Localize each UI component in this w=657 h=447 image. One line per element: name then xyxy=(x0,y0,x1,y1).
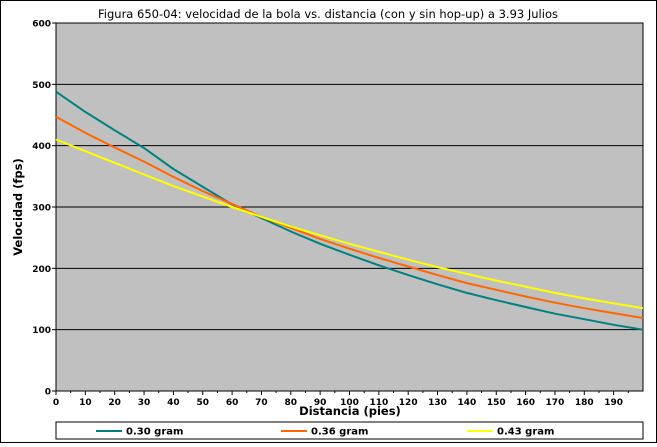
x-tick-label: 80 xyxy=(285,398,298,408)
series-line-0-30-gram xyxy=(55,90,644,331)
series-line-0-36-gram xyxy=(55,115,644,319)
x-tick-label: 100 xyxy=(340,398,359,408)
y-tick-label: 500 xyxy=(32,81,51,91)
x-tick-label: 180 xyxy=(575,398,594,408)
y-tick-label: 600 xyxy=(32,20,51,30)
legend: 0.30 gram 0.36 gram 0.43 gram xyxy=(55,421,644,440)
y-tick-label: 400 xyxy=(32,142,51,152)
x-tick-label: 30 xyxy=(138,398,151,408)
x-tick-label: 10 xyxy=(79,398,92,408)
x-tick-label: 0 xyxy=(53,398,59,408)
x-axis-ticks: 0 10 20 30 40 50 60 70 80 90 100 110 120 130 140 150 160… xyxy=(53,391,629,408)
gridlines xyxy=(56,83,643,331)
x-tick-label: 20 xyxy=(108,398,121,408)
legend-label: 0.43 gram xyxy=(497,427,554,438)
x-tick-label: 120 xyxy=(399,398,418,408)
x-tick-label: 190 xyxy=(604,398,623,408)
y-axis-label: Velocidad (fps) xyxy=(11,158,25,256)
y-axis-ticks: 0 100 200 300 400 500 600 xyxy=(32,20,56,398)
x-tick-label: 170 xyxy=(546,398,565,408)
x-tick-label: 150 xyxy=(487,398,506,408)
x-tick-label: 40 xyxy=(167,398,180,408)
y-tick-label: 200 xyxy=(32,265,51,275)
x-tick-label: 160 xyxy=(516,398,535,408)
y-tick-label: 300 xyxy=(32,204,51,214)
series-lines xyxy=(55,90,644,331)
x-tick-label: 90 xyxy=(314,398,327,408)
legend-box xyxy=(55,421,644,440)
x-tick-label: 60 xyxy=(226,398,239,408)
x-tick-label: 130 xyxy=(428,398,447,408)
chart-title: Figura 650-04: velocidad de la bola vs. … xyxy=(98,7,558,21)
x-axis-label: Distancia (pies) xyxy=(299,404,401,418)
x-tick-label: 70 xyxy=(255,398,268,408)
x-tick-label: 50 xyxy=(196,398,209,408)
x-tick-label: 110 xyxy=(369,398,388,408)
y-tick-label: 0 xyxy=(45,388,51,398)
legend-label: 0.36 gram xyxy=(311,427,368,438)
x-tick-label: 140 xyxy=(458,398,477,408)
series-line-0-43-gram xyxy=(55,138,644,310)
y-tick-label: 100 xyxy=(32,326,51,336)
legend-label: 0.30 gram xyxy=(126,427,183,438)
